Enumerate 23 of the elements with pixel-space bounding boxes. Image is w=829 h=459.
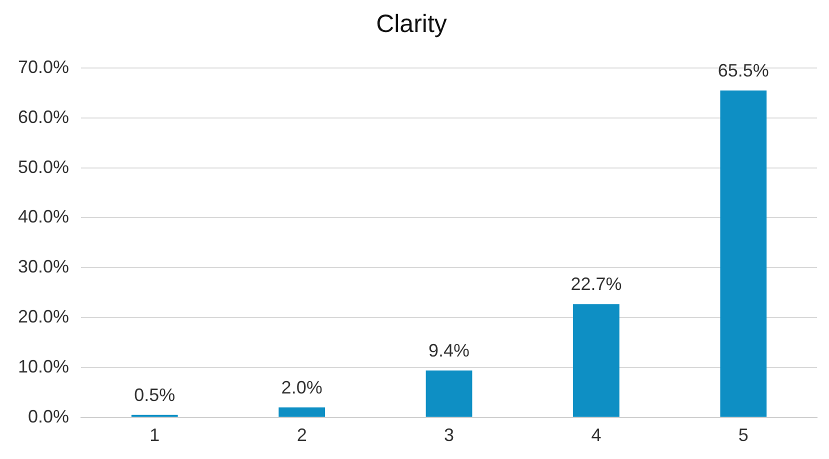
x-tick-label: 3 [444, 425, 454, 446]
y-tick-label: 20.0% [18, 306, 70, 327]
bar [426, 370, 472, 417]
y-tick-label: 50.0% [18, 156, 70, 177]
data-label: 0.5% [134, 384, 176, 405]
bar [278, 407, 326, 417]
y-tick-label: 60.0% [18, 106, 70, 127]
x-tick-label: 1 [150, 425, 160, 446]
x-tick-label: 4 [591, 425, 602, 446]
data-label: 22.7% [570, 274, 622, 294]
y-tick-label: 0.0% [28, 406, 70, 426]
y-tick-label: 70.0% [18, 56, 70, 77]
y-tick-label: 40.0% [18, 206, 70, 227]
bar [720, 90, 767, 417]
bar [573, 304, 620, 417]
data-label: 2.0% [281, 377, 322, 398]
data-label: 9.4% [428, 340, 470, 360]
y-tick-label: 10.0% [18, 356, 70, 376]
x-tick-label: 2 [296, 425, 307, 446]
x-tick-label: 5 [738, 425, 748, 446]
data-label: 65.5% [718, 60, 769, 80]
y-tick-label: 30.0% [18, 256, 70, 277]
chart-title: Clarity [376, 10, 448, 38]
